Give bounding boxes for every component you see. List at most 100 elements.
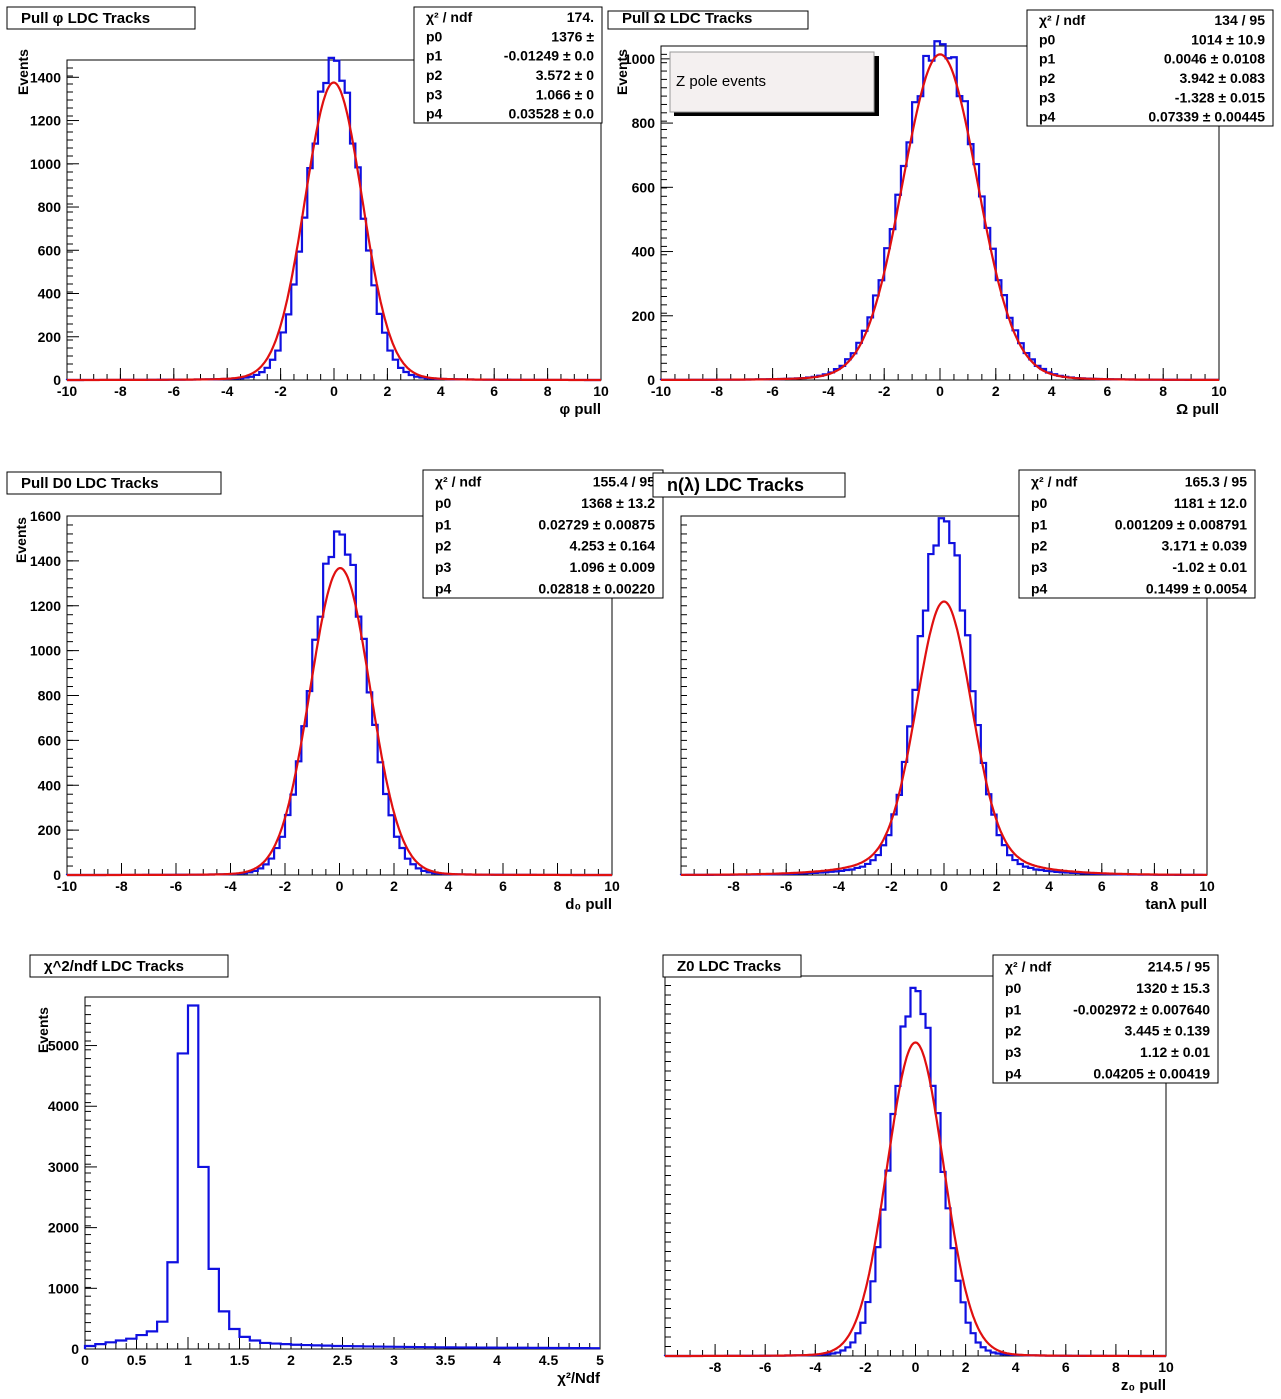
x-axis-label: d₀ pull (565, 896, 612, 913)
stats-value: 0.04205 ± 0.00419 (1093, 1065, 1210, 1081)
x-tick-label: 0 (336, 878, 344, 894)
x-tick-label: 2 (287, 1352, 295, 1368)
stats-value: -1.02 ± 0.01 (1172, 559, 1247, 575)
y-axis-label: Events (35, 1007, 51, 1053)
x-tick-label: -2 (878, 383, 891, 399)
fit-curve (67, 567, 612, 877)
y-tick-label: 200 (38, 329, 62, 345)
chart-panel-1: 0 200 400 600 800 1000 1200 1400 -10 -8 -6 -4 -2 0 2 4 6… (6, 6, 609, 418)
title-box (607, 10, 809, 30)
x-tick-label: 0 (330, 383, 338, 399)
stats-label: p2 (435, 538, 452, 554)
x-tick-label: 8 (544, 383, 552, 399)
stats-value: 1368 ± 13.2 (581, 495, 655, 511)
y-axis-label: Events (614, 49, 630, 95)
chart-panel-5: 0 1000 2000 3000 4000 5000 0 0.5 1 1.5 2 2.5 3 3.5 4 4.… (29, 954, 604, 1387)
x-tick-label: -4 (221, 383, 234, 399)
x-tick-label: 8 (1112, 1359, 1120, 1375)
stats-box (992, 954, 1219, 1084)
stats-value: 3.942 ± 0.083 (1179, 70, 1265, 86)
plot-frame (84, 996, 601, 1350)
x-tick-label: 3.5 (436, 1352, 456, 1368)
histogram-series (83, 1004, 600, 1350)
stats-value: 0.07339 ± 0.00445 (1148, 109, 1265, 125)
stats-label: p1 (1039, 51, 1056, 67)
stats-label: p3 (1005, 1044, 1022, 1060)
chart-panel-2: 0 200 400 600 800 1000 -10 -8 -6 -4 -2 0 2 4 6 8 10 Ω pul… (607, 9, 1274, 418)
x-tick-label: 4.5 (539, 1352, 559, 1368)
x-tick-label: -10 (651, 383, 671, 399)
x-tick-label: 10 (1211, 383, 1227, 399)
x-tick-label: -8 (709, 1359, 722, 1375)
y-tick-label: 0 (53, 372, 61, 388)
y-tick-label: 1000 (624, 51, 655, 67)
x-tick-label: 8 (1151, 878, 1159, 894)
title-box (652, 472, 846, 498)
x-tick-label: -6 (780, 878, 793, 894)
title-box (6, 6, 196, 30)
title-box (29, 954, 229, 978)
stats-label: χ² / ndf (1005, 959, 1051, 975)
stats-label: p2 (1005, 1023, 1022, 1039)
x-tick-label: 1 (184, 1352, 192, 1368)
stats-label: p2 (1039, 70, 1056, 86)
y-tick-label: 0 (71, 1341, 79, 1357)
stats-value: 1.066 ± 0 (536, 86, 594, 102)
stats-label: p4 (435, 580, 452, 596)
y-tick-label: 1000 (30, 156, 61, 172)
stats-label: p3 (1031, 559, 1048, 575)
chart-title: Z0 LDC Tracks (677, 958, 781, 975)
x-tick-label: -2 (279, 878, 292, 894)
x-tick-label: 2 (993, 878, 1001, 894)
title-box (6, 471, 222, 495)
chart-panel-3: 0 200 400 600 800 1000 1200 1400 1600 -10 -8 -6 -4 -2… (6, 469, 664, 913)
stats-label: p3 (435, 559, 452, 575)
fit-curve (661, 53, 1219, 381)
x-tick-label: -6 (170, 878, 183, 894)
x-tick-label: 6 (1062, 1359, 1070, 1375)
y-tick-label: 600 (38, 242, 62, 258)
stats-value: 1320 ± 15.3 (1136, 980, 1210, 996)
x-tick-label: 6 (499, 878, 507, 894)
stats-value: 174. (567, 9, 594, 25)
y-tick-label: 600 (38, 732, 62, 748)
stats-label: p4 (1039, 109, 1056, 125)
y-tick-label: 400 (632, 244, 656, 260)
stats-label: p0 (1039, 31, 1056, 47)
stats-value: 0.02818 ± 0.00220 (538, 580, 655, 596)
x-tick-label: -2 (274, 383, 287, 399)
stats-label: p4 (1005, 1065, 1022, 1081)
stats-box (1026, 9, 1274, 127)
stats-box (1018, 469, 1256, 599)
y-tick-label: 400 (38, 286, 62, 302)
x-tick-label: 4 (1048, 383, 1056, 399)
x-tick-label: -10 (57, 383, 77, 399)
y-axis-label: Events (15, 49, 31, 95)
stats-value: 1.12 ± 0.01 (1140, 1044, 1210, 1060)
x-tick-label: -6 (759, 1359, 772, 1375)
y-tick-label: 600 (632, 179, 656, 195)
x-axis-label: Ω pull (1176, 401, 1219, 418)
stats-value: 214.5 / 95 (1148, 959, 1210, 975)
stats-label: χ² / ndf (435, 474, 481, 490)
y-tick-label: 4000 (48, 1098, 79, 1114)
x-tick-label: -8 (727, 878, 740, 894)
fit-curve (665, 1041, 1166, 1358)
x-tick-label: -2 (885, 878, 898, 894)
x-tick-label: 10 (1158, 1359, 1174, 1375)
y-tick-label: 3000 (48, 1159, 79, 1175)
x-tick-label: -8 (711, 383, 724, 399)
x-tick-label: 10 (604, 878, 620, 894)
stats-value: 1014 ± 10.9 (1191, 31, 1265, 47)
x-axis-label: φ pull (559, 401, 601, 418)
stats-value: 4.253 ± 0.164 (569, 538, 655, 554)
stats-label: p4 (426, 106, 443, 122)
y-tick-label: 1000 (48, 1280, 79, 1296)
pole-note-box: Z pole events (669, 51, 879, 116)
x-tick-label: 0 (936, 383, 944, 399)
y-tick-label: 800 (632, 115, 656, 131)
stats-label: χ² / ndf (426, 9, 472, 25)
y-axis-label: Events (13, 517, 29, 563)
y-tick-label: 400 (38, 777, 62, 793)
x-tick-label: 6 (1098, 878, 1106, 894)
